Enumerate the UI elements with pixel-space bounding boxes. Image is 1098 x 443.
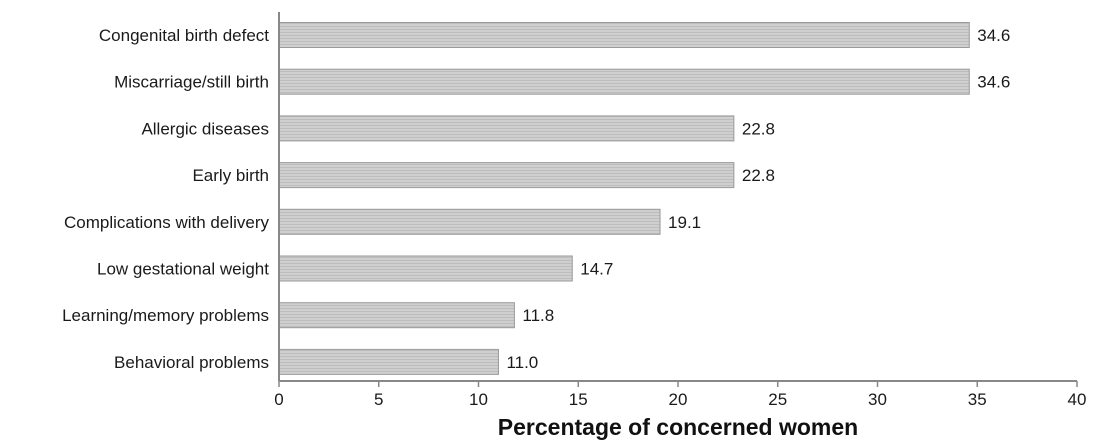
category-label: Learning/memory problems (62, 306, 269, 325)
category-label: Allergic diseases (141, 119, 269, 138)
data-label: 22.8 (742, 119, 775, 138)
data-label: 11.8 (522, 306, 554, 325)
bar (278, 255, 573, 282)
labels-layer: Congenital birth defect 34.6 Miscarriage/s… (62, 26, 1010, 372)
category-label: Miscarriage/still birth (114, 73, 269, 92)
bar (278, 68, 970, 95)
data-label: 11.0 (506, 353, 538, 372)
category-label: Congenital birth defect (99, 26, 269, 45)
bars-layer (278, 22, 970, 375)
category-label: Early birth (192, 166, 269, 185)
x-tick-label: 10 (469, 390, 488, 409)
category-label: Low gestational weight (97, 260, 269, 279)
bar (278, 302, 515, 329)
axes-layer: 0 5 10 15 20 25 30 35 40 (274, 12, 1086, 409)
category-label: Behavioral problems (114, 353, 269, 372)
data-label: 14.7 (580, 260, 613, 279)
bar (278, 162, 735, 189)
x-tick-label: 40 (1068, 390, 1087, 409)
x-tick-label: 20 (669, 390, 688, 409)
category-label: Complications with delivery (64, 213, 270, 232)
x-axis-title: Percentage of concerned women (498, 414, 858, 440)
x-tick-label: 30 (868, 390, 887, 409)
data-label: 34.6 (977, 73, 1010, 92)
bar (278, 348, 499, 375)
x-tick-label: 5 (374, 390, 383, 409)
data-label: 22.8 (742, 166, 775, 185)
x-tick-label: 35 (968, 390, 987, 409)
x-tick-label: 15 (569, 390, 588, 409)
bar (278, 22, 970, 48)
bar (278, 115, 735, 142)
data-label: 34.6 (977, 26, 1010, 45)
bar (278, 208, 661, 235)
x-tick-label: 0 (274, 390, 283, 409)
x-tick-label: 25 (768, 390, 787, 409)
data-label: 19.1 (668, 213, 701, 232)
